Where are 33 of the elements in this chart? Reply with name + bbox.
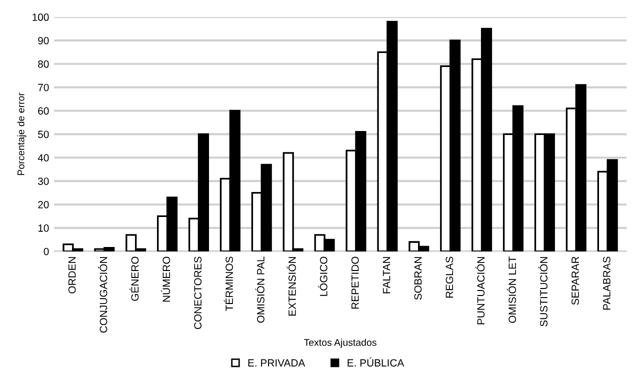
x-tick-label: LÓGICO <box>318 256 328 296</box>
x-tick-label: OMISIÓN PAL <box>255 256 264 323</box>
y-tick-label: 40 <box>38 154 49 162</box>
x-tick-label: GÉNERO <box>129 256 139 301</box>
y-tick-label: 90 <box>38 36 49 44</box>
x-tick-label: SUSTITUCIÓN <box>538 257 548 326</box>
x-tick-label: NÚMERO <box>160 256 170 302</box>
x-tick-label: SEPARAR <box>572 256 579 305</box>
x-tick-label: CONJUGACIÓN <box>98 257 108 333</box>
y-tick-label: 60 <box>38 107 49 115</box>
legend-label: E. PRIVADA <box>248 359 306 366</box>
y-tick-label: 100 <box>32 14 49 21</box>
x-tick-label: OMISIÓN LET <box>506 256 516 323</box>
x-tick-label: FALTAN <box>382 257 390 294</box>
x-tick-label: SOBRAN <box>414 257 422 300</box>
x-tick-label: PUNTUACIÓN <box>475 257 485 324</box>
x-tick-label: EXTENSIÓN <box>286 257 296 316</box>
x-tick-label: REPETIDO <box>351 256 359 309</box>
y-tick-label: 10 <box>38 224 49 232</box>
legend-label: E. PÚBLICA <box>348 357 404 367</box>
y-tick-label: 30 <box>38 178 49 185</box>
x-tick-label: ORDEN <box>68 257 76 294</box>
y-tick-label: 70 <box>38 84 49 92</box>
x-tick-label: PALABRAS <box>603 256 610 310</box>
y-tick-label: 0 <box>44 248 49 256</box>
x-axis-title: Textos Ajustados <box>304 338 376 348</box>
y-tick-label: 50 <box>38 130 49 138</box>
x-tick-label: TÉRMINOS <box>224 256 233 311</box>
y-tick-label: 20 <box>38 201 49 208</box>
y-tick-label: 80 <box>38 60 49 68</box>
x-tick-label: CONECTORES <box>194 256 202 330</box>
y-axis-title: Porcentaje de error <box>17 92 26 175</box>
x-tick-label: REGLAS <box>446 256 454 298</box>
